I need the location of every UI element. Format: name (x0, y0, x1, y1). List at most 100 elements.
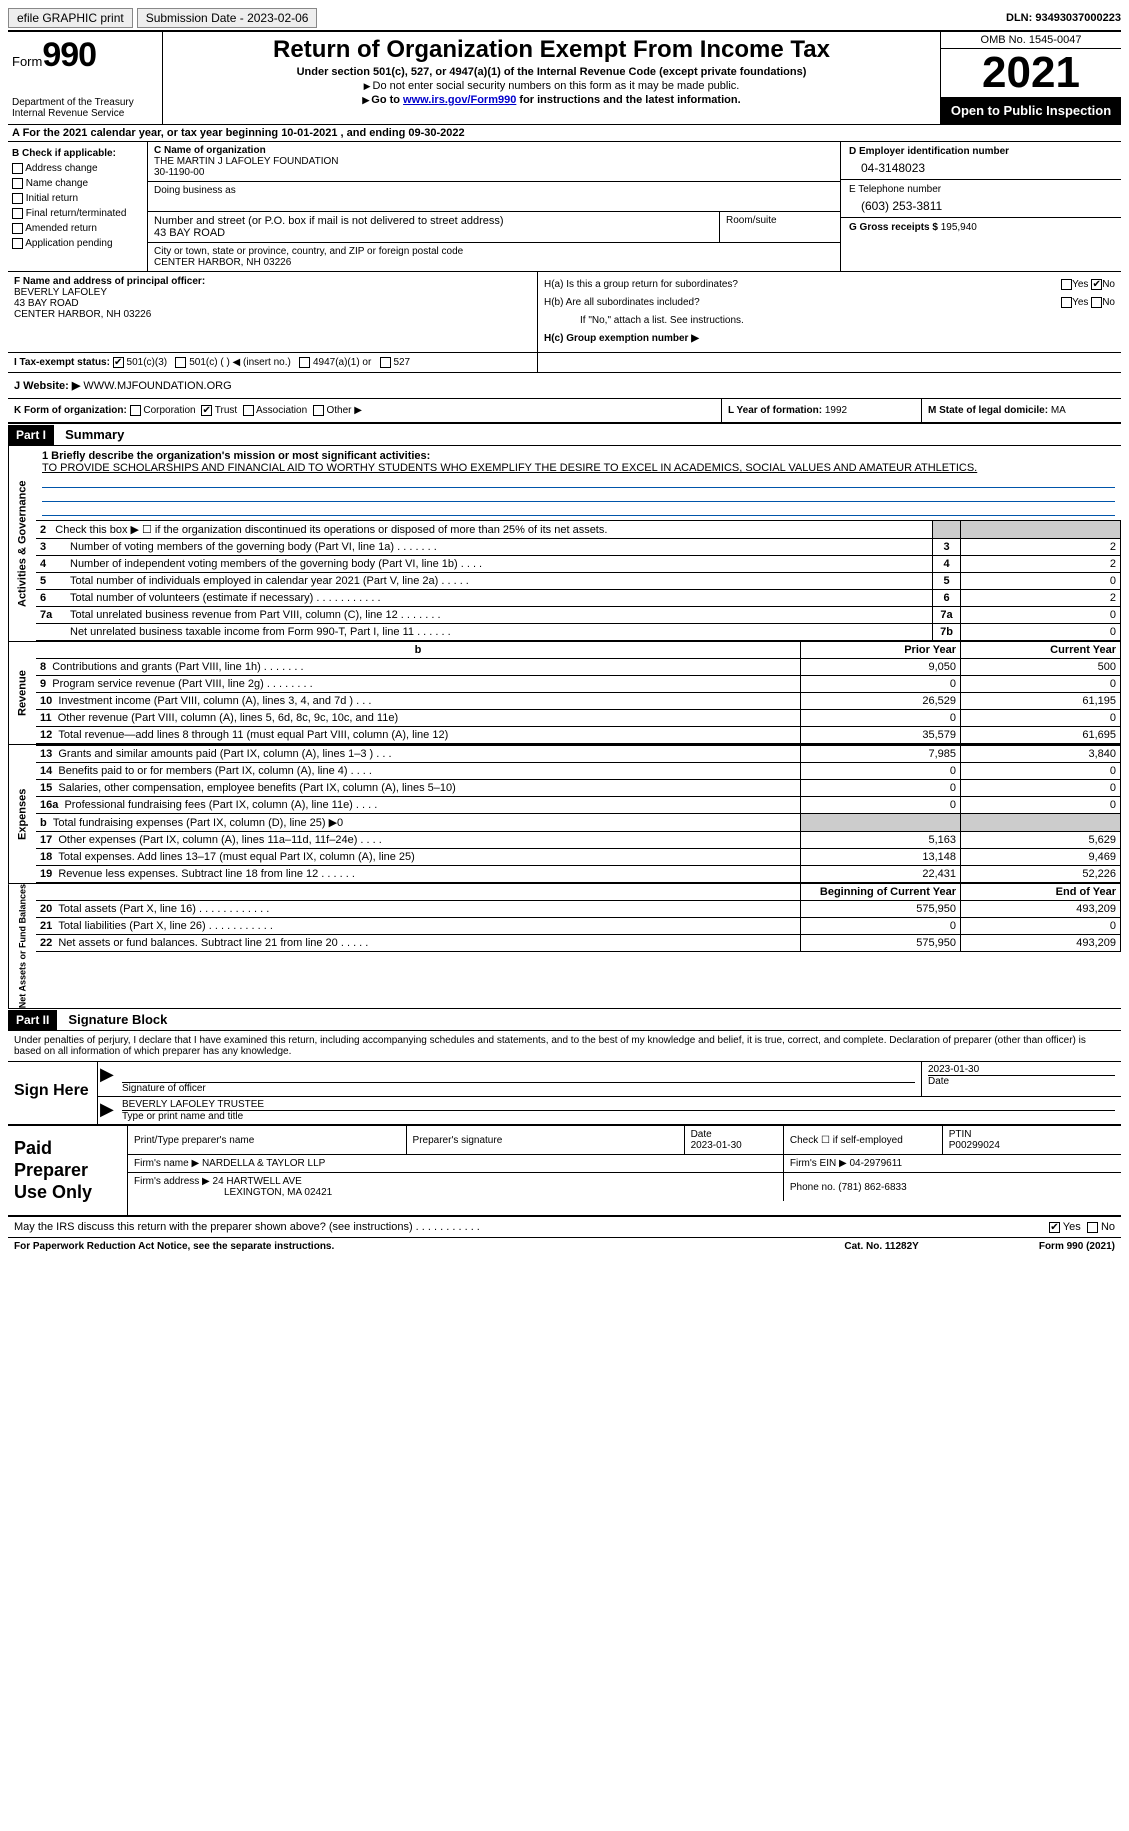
line-a: A For the 2021 calendar year, or tax yea… (8, 125, 1121, 142)
block-h: H(a) Is this a group return for subordin… (538, 272, 1121, 352)
chk-pending[interactable]: Application pending (12, 236, 143, 251)
hc-lbl: H(c) Group exemption number ▶ (544, 330, 1115, 348)
gross-val: 195,940 (941, 222, 977, 233)
chk-assoc[interactable] (243, 405, 254, 416)
table-revenue: bPrior YearCurrent Year 8 Contributions … (36, 642, 1121, 744)
officer-printed: BEVERLY LAFOLEY TRUSTEE (122, 1099, 1115, 1110)
form-word: Form (12, 54, 42, 69)
chk-trust[interactable] (201, 405, 212, 416)
org-name-lbl: C Name of organization (154, 145, 834, 156)
discuss-no[interactable] (1087, 1222, 1098, 1233)
part1-section-a: Activities & Governance 1 Briefly descri… (8, 446, 1121, 642)
chk-final[interactable]: Final return/terminated (12, 206, 143, 221)
officer-addr1: 43 BAY ROAD (14, 298, 531, 309)
dln-label: DLN: 93493037000223 (1006, 12, 1121, 24)
block-f: F Name and address of principal officer:… (8, 272, 538, 352)
sign-here-block: Sign Here ▶ Signature of officer 2023-01… (8, 1062, 1121, 1126)
chk-initial[interactable]: Initial return (12, 191, 143, 206)
form-title: Return of Organization Exempt From Incom… (171, 36, 932, 64)
ptin-val: P00299024 (949, 1140, 1000, 1151)
side-activities: Activities & Governance (8, 446, 36, 641)
ha-yes[interactable] (1061, 279, 1072, 290)
addr-lbl: Number and street (or P.O. box if mail i… (154, 215, 713, 227)
firm-phone: (781) 862-6833 (838, 1182, 906, 1193)
firm-name: NARDELLA & TAYLOR LLP (202, 1158, 325, 1169)
q1-lbl: 1 Briefly describe the organization's mi… (42, 450, 1115, 462)
chk-name[interactable]: Name change (12, 176, 143, 191)
table-activities: 2 Check this box ▶ ☐ if the organization… (36, 521, 1121, 641)
omb-label: OMB No. 1545-0047 (941, 32, 1121, 49)
row-i: I Tax-exempt status: 501(c)(3) 501(c) ( … (8, 353, 1121, 373)
section-bcdg: B Check if applicable: Address change Na… (8, 142, 1121, 272)
org-name2: 30-1190-00 (154, 167, 834, 178)
chk-501c3[interactable] (113, 357, 124, 368)
row-klm: K Form of organization: Corporation Trus… (8, 399, 1121, 424)
type-lbl: Type or print name and title (122, 1110, 1115, 1122)
form-note1: Do not enter social security numbers on … (171, 80, 932, 92)
cat-no: Cat. No. 11282Y (844, 1241, 918, 1252)
discuss-yes[interactable] (1049, 1222, 1060, 1233)
prep-sig-lbl: Preparer's signature (406, 1126, 684, 1155)
header-right: OMB No. 1545-0047 2021 Open to Public In… (941, 32, 1121, 124)
officer-name: BEVERLY LAFOLEY (14, 287, 531, 298)
chk-corp[interactable] (130, 405, 141, 416)
section-fh: F Name and address of principal officer:… (8, 272, 1121, 353)
chk-other[interactable] (313, 405, 324, 416)
irs-link[interactable]: www.irs.gov/Form990 (403, 94, 516, 106)
table-netassets: Beginning of Current YearEnd of Year 20 … (36, 884, 1121, 952)
chk-4947[interactable] (299, 357, 310, 368)
hb-no[interactable] (1091, 297, 1102, 308)
hb-yes[interactable] (1061, 297, 1072, 308)
chk-amended[interactable]: Amended return (12, 221, 143, 236)
chk-501c[interactable] (175, 357, 186, 368)
form-subtitle: Under section 501(c), 527, or 4947(a)(1)… (171, 66, 932, 78)
footer-paperwork: For Paperwork Reduction Act Notice, see … (8, 1238, 1121, 1255)
block-d: D Employer identification number 04-3148… (841, 142, 1121, 271)
table-expenses: 13 Grants and similar amounts paid (Part… (36, 745, 1121, 883)
top-bar: efile GRAPHIC print Submission Date - 20… (8, 8, 1121, 31)
tax-year: 2021 (941, 49, 1121, 97)
paid-prep-lbl: Paid Preparer Use Only (8, 1126, 128, 1215)
prep-date: 2023-01-30 (691, 1140, 742, 1151)
dba-lbl: Doing business as (154, 185, 834, 196)
firm-ein: 04-2979611 (849, 1158, 902, 1169)
org-name: THE MARTIN J LAFOLEY FOUNDATION (154, 156, 834, 167)
check-self[interactable]: Check ☐ if self-employed (783, 1126, 942, 1155)
room-lbl: Room/suite (720, 212, 840, 242)
block-b: B Check if applicable: Address change Na… (8, 142, 148, 271)
header-middle: Return of Organization Exempt From Incom… (163, 32, 941, 124)
footer-discuss: May the IRS discuss this return with the… (8, 1217, 1121, 1238)
side-netassets: Net Assets or Fund Balances (8, 884, 36, 1008)
year-formation: 1992 (825, 405, 847, 416)
sig-officer-lbl: Signature of officer (122, 1082, 915, 1094)
arrow-icon: ▶ (98, 1097, 116, 1124)
dept-label: Department of the Treasury Internal Reve… (12, 97, 158, 119)
form-header: Form990 Department of the Treasury Inter… (8, 31, 1121, 125)
ein-lbl: D Employer identification number (849, 146, 1113, 157)
ha-no[interactable] (1091, 279, 1102, 290)
chk-address[interactable]: Address change (12, 161, 143, 176)
firm-addr1: 24 HARTWELL AVE (213, 1176, 302, 1187)
form-note2: Go to www.irs.gov/Form990 for instructio… (171, 94, 932, 106)
website-val: WWW.MJFOUNDATION.ORG (83, 380, 231, 392)
part1-section-b: Revenue bPrior YearCurrent Year 8 Contri… (8, 642, 1121, 745)
row-j: J Website: ▶ WWW.MJFOUNDATION.ORG (8, 373, 1121, 399)
form-ref: Form 990 (2021) (1039, 1241, 1115, 1252)
tel-lbl: E Telephone number (849, 184, 1113, 195)
paid-preparer-block: Paid Preparer Use Only Print/Type prepar… (8, 1126, 1121, 1217)
side-revenue: Revenue (8, 642, 36, 744)
sig-declare: Under penalties of perjury, I declare th… (8, 1031, 1121, 1062)
ein-val: 04-3148023 (849, 157, 1113, 175)
part2-title: Signature Block (60, 1009, 175, 1030)
city-val: CENTER HARBOR, NH 03226 (154, 257, 834, 268)
open-inspection: Open to Public Inspection (941, 97, 1121, 124)
submission-date-button[interactable]: Submission Date - 2023-02-06 (137, 8, 318, 28)
prep-name-lbl: Print/Type preparer's name (128, 1126, 406, 1155)
part1-title: Summary (57, 424, 132, 445)
block-c: C Name of organization THE MARTIN J LAFO… (148, 142, 841, 271)
gross-lbl: G Gross receipts $ (849, 222, 938, 233)
sig-date: 2023-01-30 (928, 1064, 1115, 1075)
chk-527[interactable] (380, 357, 391, 368)
efile-print-button[interactable]: efile GRAPHIC print (8, 8, 133, 28)
city-lbl: City or town, state or province, country… (154, 246, 834, 257)
